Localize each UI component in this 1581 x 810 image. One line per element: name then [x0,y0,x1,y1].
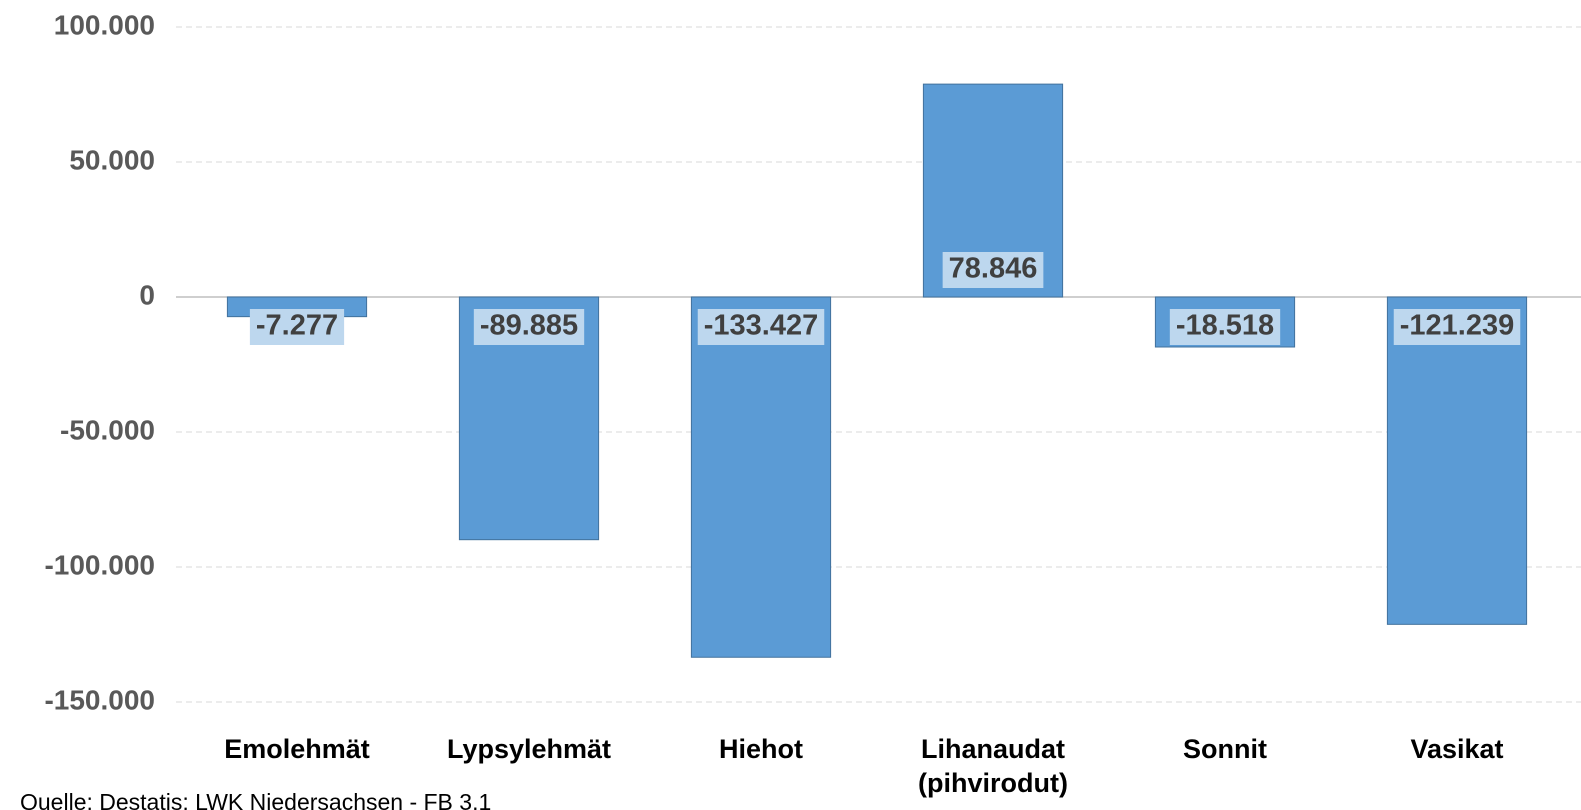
data-label-text: -121.239 [1400,310,1515,342]
data-label-bg [697,309,825,345]
x-tick-label: Sonnit [1183,734,1267,764]
grid [176,26,1581,703]
source-note: Quelle: Destatis; LWK Niedersachsen - FB… [20,789,491,810]
data-label-bg [1393,309,1521,345]
y-tick-label: 0 [139,279,155,310]
x-tick-label: Lihanaudat (pihvirodut) [918,734,1068,798]
bar [1386,296,1528,625]
data-label: -89.885 [473,309,585,345]
x-tick-label: Emolehmät [224,734,370,764]
data-label-text: -18.518 [1176,310,1274,342]
x-tick-label: Vasikat [1410,734,1504,764]
y-tick-label: -100.000 [44,549,155,580]
y-tick-label: 50.000 [69,144,155,175]
y-tick-label: -150.000 [44,684,155,715]
x-tick-label: Hiehot [719,734,803,764]
data-label-text: -133.427 [704,310,819,342]
data-label-text: -7.277 [256,310,338,342]
data-label-bg [473,309,585,345]
y-tick-label: 100.000 [54,9,155,40]
data-label: -133.427 [697,309,825,345]
y-tick-label: -50.000 [60,414,155,445]
data-label-text: 78.846 [949,253,1038,285]
data-label: -7.277 [249,309,345,345]
data-label: 78.846 [942,252,1044,288]
data-label-bg [942,252,1044,288]
data-label-text: -89.885 [480,310,578,342]
x-tick-label: Lypsylehmät [446,734,612,764]
data-label: -121.239 [1393,309,1521,345]
data-label-bg [1169,309,1281,345]
data-label-bg [249,309,345,345]
data-label: -18.518 [1169,309,1281,345]
bar [690,296,832,658]
